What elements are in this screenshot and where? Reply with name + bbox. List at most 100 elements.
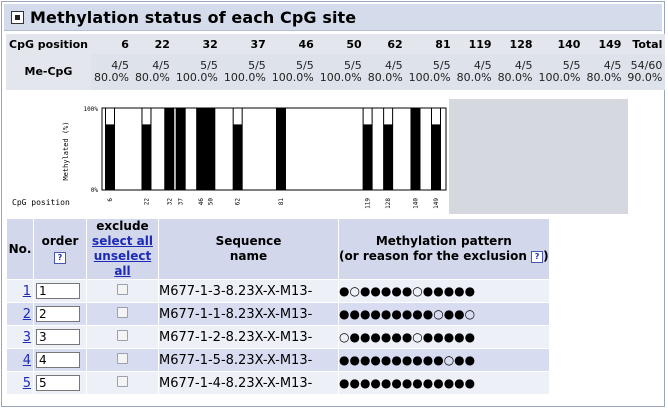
chart-y-tick-100: 100% (84, 106, 99, 113)
header-order: order ? (33, 218, 87, 280)
order-help-icon[interactable]: ? (54, 251, 66, 264)
row-number-cell: 5 (6, 371, 34, 395)
me-cpg-percent: 90.0% (627, 71, 663, 84)
row-number-link[interactable]: 5 (22, 375, 31, 391)
methylation-bar-chart: 6 22 32 37 46 50 62 81 119 128 140 149 100% 0% Methyla… (12, 106, 447, 209)
collapse-toggle-icon[interactable] (11, 10, 24, 24)
cpg-position-total: Total (624, 34, 666, 54)
exclude-cell (86, 279, 159, 303)
exclude-cell (86, 371, 159, 395)
me-cpg-count: 5/5 (562, 59, 581, 72)
table-row: 4 M677-1-5-8.23X-X-M13-●●●●●●●●●●○●● (6, 348, 550, 372)
exclude-cell (86, 325, 159, 349)
me-cpg-percent: 80.0% (497, 71, 533, 84)
me-cpg-cell: 4/5 80.0% (132, 54, 173, 90)
me-cpg-count: 4/5 (152, 59, 170, 72)
methylation-pattern: ●●●●●●●●●●●●● (338, 371, 550, 395)
chart-y-axis-label: Methylated (%) (62, 121, 70, 180)
me-cpg-count: 4/5 (111, 59, 129, 72)
me-cpg-cell: 4/5 80.0% (454, 54, 495, 90)
chart-tick-label: 46 (198, 198, 205, 206)
me-cpg-cell: 5/5 100.0% (406, 54, 454, 90)
me-cpg-percent: 80.0% (367, 71, 403, 84)
row-number-link[interactable]: 4 (22, 352, 31, 368)
chart-tick-label: 140 (412, 198, 419, 209)
row-number-link[interactable]: 1 (22, 283, 31, 299)
chart-bar (410, 108, 420, 190)
me-cpg-count: 5/5 (248, 59, 266, 72)
chart-tick-label: 149 (433, 198, 440, 209)
cpg-position-46: 46 (268, 34, 317, 54)
me-cpg-count: 5/5 (296, 59, 314, 72)
me-cpg-count: 5/5 (200, 59, 218, 72)
me-cpg-count: 4/5 (473, 59, 492, 72)
order-cell (33, 279, 87, 303)
order-input[interactable] (36, 283, 80, 299)
chart-area: 6 22 32 37 46 50 62 81 119 128 140 149 100% 0% Methyla… (6, 99, 628, 214)
chart-y-tick-0: 0% (91, 187, 99, 194)
exclude-cell (86, 348, 159, 372)
chart-plot-frame (101, 107, 447, 191)
header-exclude: exclude select all unselect all (86, 218, 159, 280)
sequence-table: No. order ? exclude select all unselect … (6, 218, 550, 395)
select-all-link[interactable]: select all (92, 234, 153, 248)
me-cpg-cell: 5/5 100.0% (317, 54, 365, 90)
cpg-position-119: 119 (453, 34, 495, 54)
methylation-pattern: ●●●●●●●●●○●●○ (338, 302, 550, 326)
section-header[interactable]: Methylation status of each CpG site (4, 4, 662, 31)
order-cell (33, 371, 87, 395)
unselect-all-link[interactable]: unselect all (93, 249, 152, 278)
order-input[interactable] (36, 375, 80, 391)
chart-tick-label: 6 (107, 198, 114, 202)
order-input[interactable] (36, 329, 80, 345)
header-exclude-label: exclude (96, 219, 149, 233)
header-no: No. (6, 218, 34, 280)
sequence-name: M677-1-1-8.23X-X-M13- (158, 302, 339, 326)
header-sequence-name: Sequence name (158, 218, 339, 280)
chart-bar (176, 108, 186, 190)
me-cpg-cell: 4/5 80.0% (495, 54, 536, 90)
me-cpg-cell: 4/5 80.0% (91, 54, 132, 90)
chart-bar (141, 124, 151, 190)
me-cpg-percent: 100.0% (175, 71, 218, 84)
chart-tick-label: 119 (365, 198, 372, 209)
sequence-name: M677-1-3-8.23X-X-M13- (158, 279, 339, 303)
methylation-pattern: ●●●●●●●●●●○●● (338, 348, 550, 372)
me-cpg-percent: 100.0% (408, 71, 451, 84)
table-row: 5 M677-1-4-8.23X-X-M13-●●●●●●●●●●●●● (6, 371, 550, 395)
cpg-position-32: 32 (172, 34, 221, 54)
table-row: 1 M677-1-3-8.23X-X-M13-●○●●●●●○●●●●● (6, 279, 550, 303)
me-cpg-percent: 80.0% (456, 71, 492, 84)
exclude-checkbox[interactable] (117, 376, 128, 387)
table-row: 3 M677-1-2-8.23X-X-M13-○●●●●●●○●●●●● (6, 325, 550, 349)
header-methylation-pattern: Methylation pattern (or reason for the e… (338, 218, 550, 280)
exclude-checkbox[interactable] (117, 284, 128, 295)
me-cpg-percent: 100.0% (538, 71, 581, 84)
me-cpg-label: Me-CpG (6, 54, 91, 90)
cpg-position-50: 50 (316, 34, 365, 54)
cpg-position-128: 128 (494, 34, 536, 54)
cpg-position-22: 22 (131, 34, 173, 54)
section-title: Methylation status of each CpG site (30, 7, 357, 27)
exclude-checkbox[interactable] (117, 330, 128, 341)
order-input[interactable] (36, 352, 80, 368)
header-name-label: name (229, 249, 268, 263)
row-number-link[interactable]: 3 (22, 329, 31, 345)
order-input[interactable] (36, 306, 80, 322)
chart-x-axis-label: CpG position (12, 198, 70, 207)
chart-bar (233, 124, 243, 190)
cpg-summary-table: CpG position 6 22 32 37 46 50 62 81 119 128 140 149… (6, 34, 666, 90)
chart-tick-label: 37 (178, 198, 185, 206)
chart-tick-label: 62 (235, 198, 242, 206)
exclude-checkbox[interactable] (117, 353, 128, 364)
exclude-checkbox[interactable] (117, 307, 128, 318)
chart-bar (383, 124, 393, 190)
me-cpg-percent: 80.0% (93, 71, 129, 84)
row-number-link[interactable]: 2 (22, 306, 31, 322)
cpg-position-37: 37 (220, 34, 269, 54)
chart-bar (164, 108, 174, 190)
pattern-help-icon[interactable]: ? (531, 250, 544, 263)
me-cpg-count: 5/5 (432, 59, 451, 72)
chart-bar (363, 124, 373, 190)
